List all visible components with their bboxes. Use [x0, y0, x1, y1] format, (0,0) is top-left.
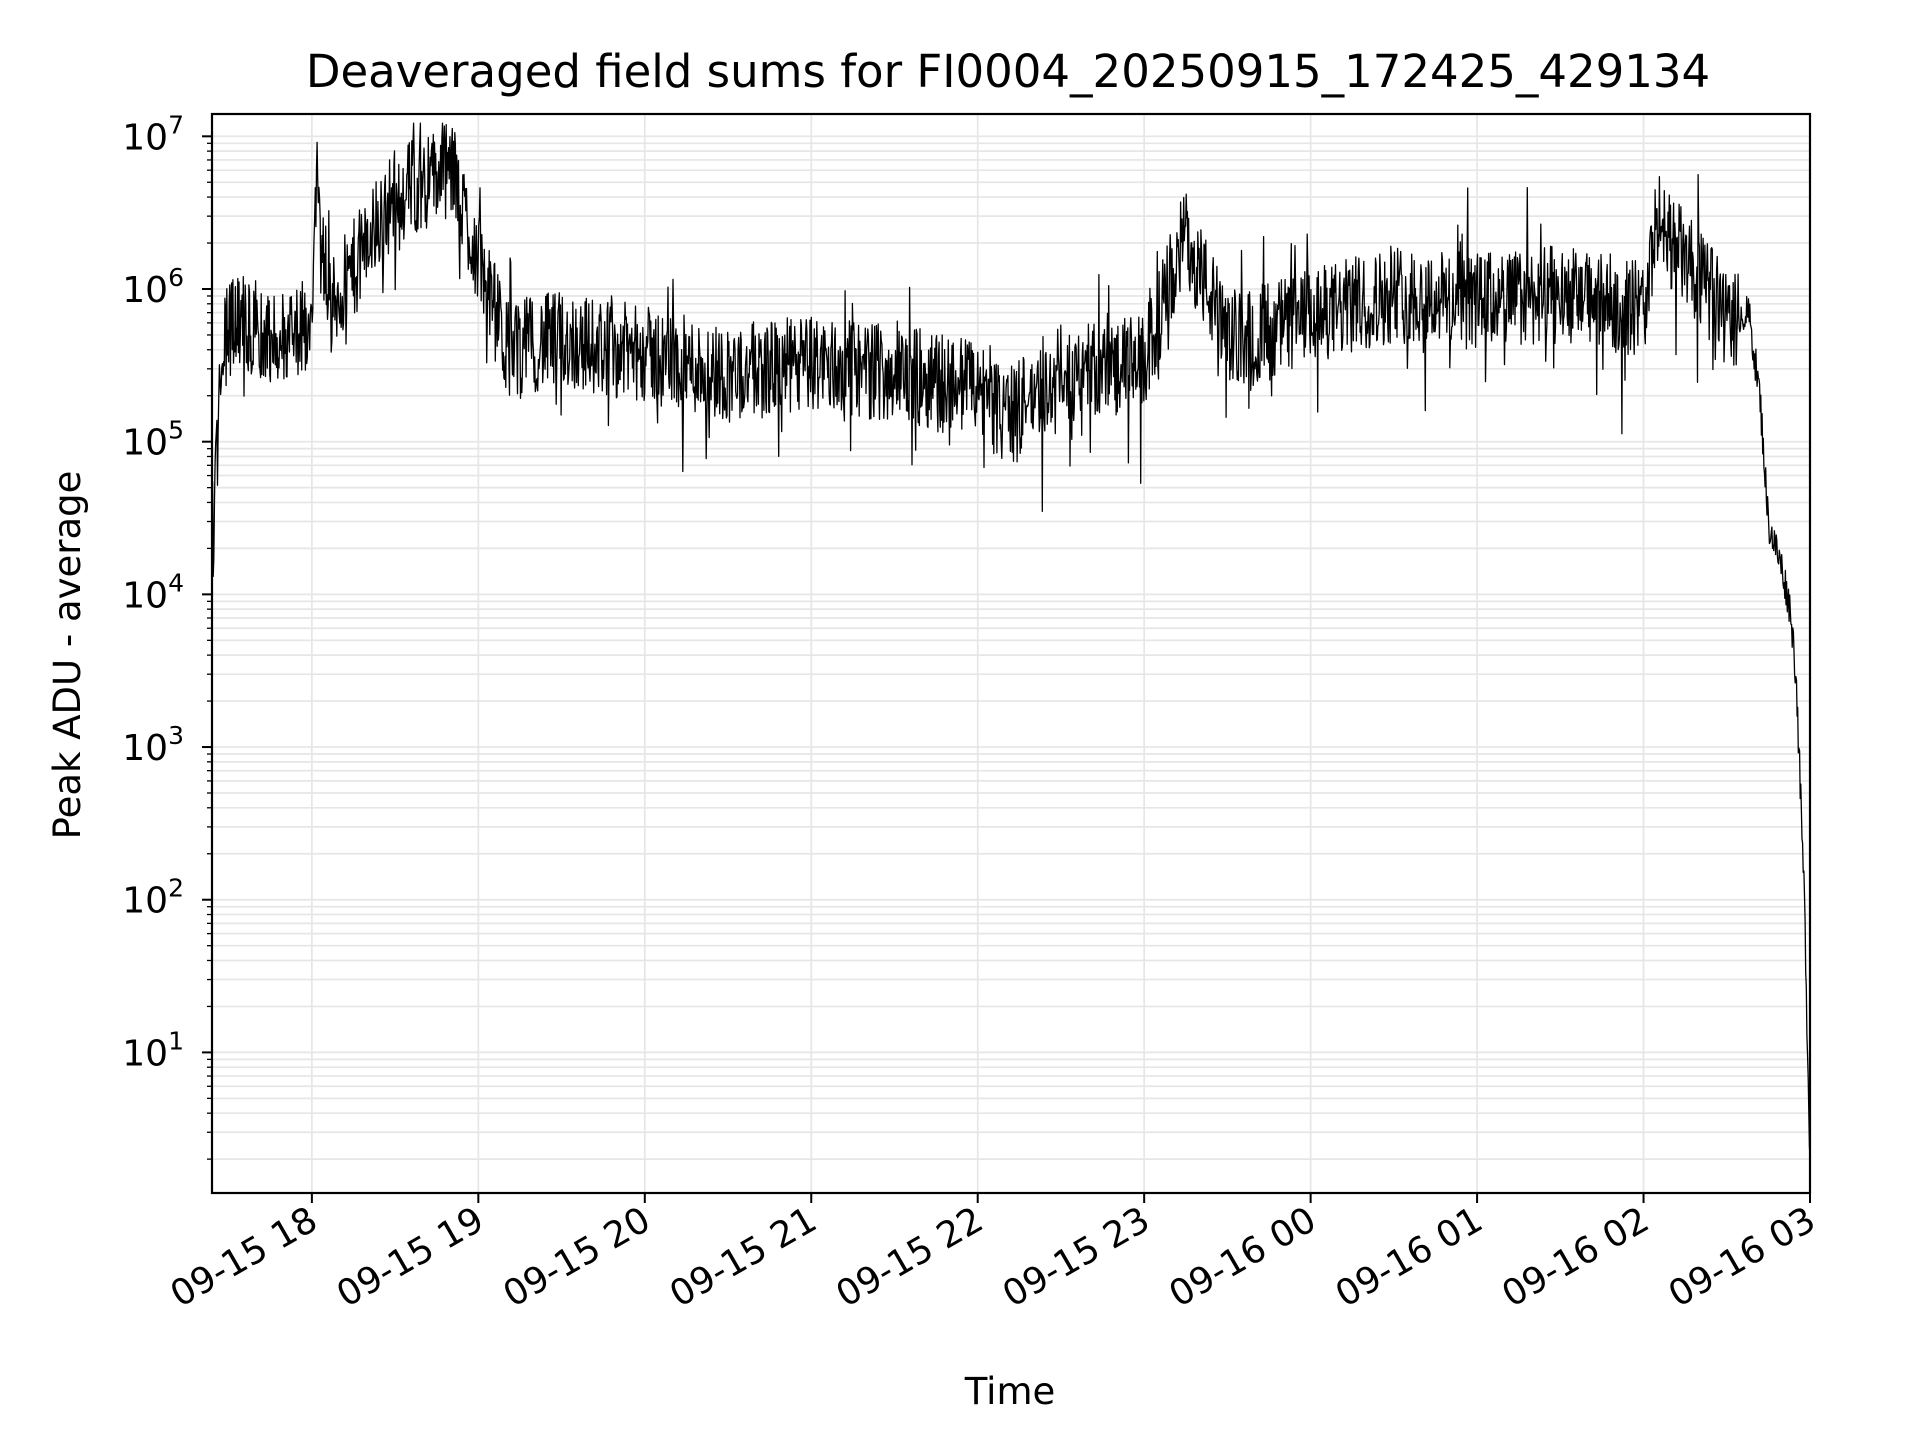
y-tick-base: 10	[122, 728, 168, 769]
chart-title: Deaveraged field sums for FI0004_2025091…	[306, 45, 1710, 98]
y-tick-exponent: 3	[168, 721, 184, 750]
y-tick-exponent: 7	[168, 110, 184, 139]
x-tick-label: 09-15 19	[330, 1199, 491, 1315]
x-tick-label: 09-15 20	[497, 1199, 658, 1315]
series-line	[211, 122, 1811, 1158]
y-tick-exponent: 4	[168, 568, 184, 597]
y-tick-exponent: 1	[168, 1026, 184, 1055]
x-tick-label: 09-15 21	[663, 1199, 824, 1315]
y-tick-label: 104	[122, 568, 184, 616]
y-tick-label: 102	[122, 874, 184, 922]
y-tick-exponent: 6	[168, 263, 184, 292]
y-tick-label: 107	[122, 110, 184, 158]
y-tick-exponent: 2	[168, 874, 184, 903]
y-tick-label: 105	[122, 416, 184, 464]
grid	[212, 114, 1811, 1193]
plot-frame	[210, 112, 1812, 1195]
y-tick-base: 10	[122, 575, 168, 616]
x-tick-label: 09-16 02	[1495, 1199, 1656, 1315]
y-tick-base: 10	[122, 423, 168, 464]
y-axis-label: Peak ADU - average	[46, 471, 89, 840]
x-tick-label: 09-15 23	[996, 1199, 1157, 1315]
x-axis-label: Time	[964, 1370, 1056, 1413]
y-tick-label: 106	[122, 263, 184, 311]
y-tick-label: 103	[122, 721, 184, 769]
series-layer	[211, 122, 1811, 1158]
y-tick-base: 10	[122, 1033, 168, 1074]
x-tick-label: 09-16 01	[1329, 1199, 1490, 1315]
y-tick-base: 10	[122, 117, 168, 158]
x-tick-label: 09-16 00	[1162, 1199, 1323, 1315]
x-tick-label: 09-15 22	[830, 1199, 991, 1315]
x-tick-label: 09-16 03	[1662, 1199, 1823, 1315]
y-tick-base: 10	[122, 270, 168, 311]
y-tick-exponent: 5	[168, 416, 184, 445]
y-tick-base: 10	[122, 881, 168, 922]
x-axis-ticks: 09-15 18 09-15 19 09-15 20 09-15 21 09-15 22…	[164, 1193, 1823, 1316]
y-tick-label: 101	[122, 1026, 184, 1074]
x-tick-label: 09-15 18	[164, 1199, 325, 1315]
